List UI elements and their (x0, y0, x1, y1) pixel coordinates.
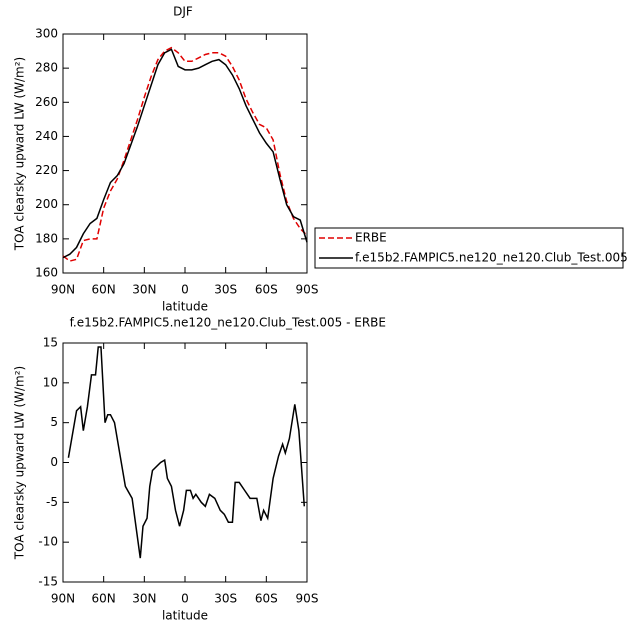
x-axis-label: latitude (162, 300, 208, 314)
y-axis-label: TOA clearsky upward LW (W/m²) (13, 366, 27, 560)
y-tick-label: -15 (38, 575, 58, 589)
legend-label: ERBE (355, 231, 387, 245)
x-tick-label: 60S (255, 283, 278, 297)
y-tick-label: 260 (35, 95, 58, 109)
x-tick-label: 0 (181, 283, 189, 297)
legend-label: f.e15b2.FAMPIC5.ne120_ne120.Club_Test.00… (355, 251, 628, 265)
legend-box (314, 227, 624, 269)
x-axis-label: latitude (162, 609, 208, 623)
y-tick-label: 240 (35, 129, 58, 143)
y-tick-label: 300 (35, 27, 58, 41)
x-tick-label: 30S (214, 283, 237, 297)
y-tick-label: -5 (46, 495, 58, 509)
x-tick-label: 60S (255, 592, 278, 606)
x-tick-label: 0 (181, 592, 189, 606)
x-tick-label: 30N (132, 283, 156, 297)
series-line (62, 48, 308, 259)
x-tick-label: 60N (92, 283, 116, 297)
series-line (67, 346, 306, 559)
x-tick-label: 90S (296, 592, 319, 606)
x-tick-label: 30N (132, 592, 156, 606)
y-tick-label: 5 (50, 415, 58, 429)
y-axis-label: TOA clearsky upward LW (W/m²) (13, 57, 27, 251)
x-tick-label: 90S (296, 283, 319, 297)
y-tick-label: 15 (43, 336, 58, 350)
series-line (62, 46, 308, 262)
x-tick-label: 90N (51, 283, 75, 297)
y-tick-label: 160 (35, 266, 58, 280)
y-tick-label: -10 (38, 535, 58, 549)
y-tick-label: 220 (35, 163, 58, 177)
plot-frame (62, 342, 308, 583)
chart-title: f.e15b2.FAMPIC5.ne120_ne120.Club_Test.00… (70, 316, 386, 330)
chart-title: DJF (173, 5, 193, 19)
y-tick-label: 0 (50, 455, 58, 469)
y-tick-label: 200 (35, 197, 58, 211)
y-tick-label: 10 (43, 375, 58, 389)
y-tick-label: 280 (35, 61, 58, 75)
x-tick-label: 60N (92, 592, 116, 606)
y-tick-label: 180 (35, 231, 58, 245)
x-tick-label: 90N (51, 592, 75, 606)
x-tick-label: 30S (214, 592, 237, 606)
